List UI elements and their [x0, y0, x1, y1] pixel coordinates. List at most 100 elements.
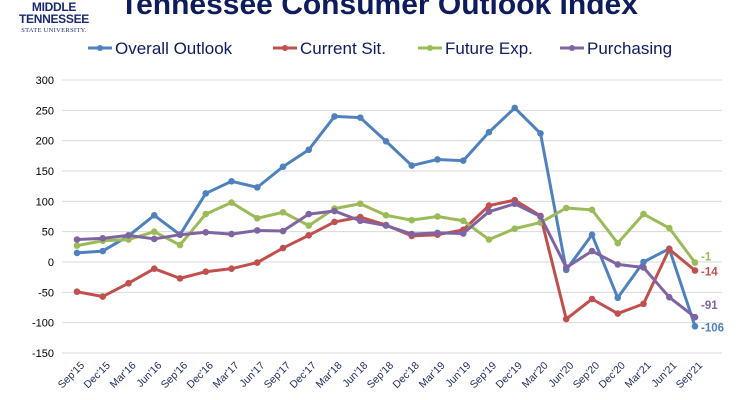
data-point	[459, 157, 467, 164]
x-tick-label: Jun'16	[134, 360, 164, 390]
data-point	[279, 227, 287, 235]
end-label: -106	[701, 322, 724, 334]
data-point	[537, 213, 544, 220]
x-tick-label: Dec'18	[391, 360, 422, 391]
x-tick-label: Dec'17	[288, 360, 319, 391]
y-tick-label: -150	[32, 348, 54, 360]
data-point	[228, 230, 235, 238]
data-point	[356, 114, 364, 121]
data-point	[588, 295, 596, 303]
x-tick-label: Jun'21	[649, 360, 679, 390]
data-point	[305, 146, 313, 154]
data-point	[614, 310, 622, 317]
data-point	[588, 231, 596, 238]
data-point	[511, 200, 519, 208]
y-tick-label: 250	[36, 105, 54, 117]
legend-marker	[97, 45, 103, 51]
data-point	[202, 268, 210, 276]
legend-marker	[427, 45, 433, 51]
data-point	[408, 162, 416, 169]
data-point	[279, 208, 287, 216]
data-point	[485, 208, 493, 215]
data-point	[253, 259, 261, 266]
data-point	[99, 293, 107, 300]
data-point	[562, 315, 570, 323]
logo-line3: STATE UNIVERSITY.	[21, 27, 87, 34]
data-point	[228, 265, 235, 272]
y-tick-label: -50	[38, 287, 54, 299]
data-point	[408, 216, 416, 224]
data-point	[691, 267, 699, 274]
x-tick-label: Mar'17	[211, 360, 242, 391]
data-point	[150, 211, 158, 219]
data-point	[73, 242, 81, 249]
data-point	[176, 275, 184, 282]
data-point	[202, 210, 210, 218]
x-tick-label: Mar'20	[520, 360, 551, 391]
legend-item: Future Exp.	[418, 39, 533, 58]
legend-marker	[569, 45, 575, 51]
y-tick-label: 50	[42, 227, 54, 239]
data-point	[253, 215, 261, 222]
x-tick-label: Sep'21	[674, 360, 705, 391]
chart-title: Tennessee Consumer Outlook Index	[120, 0, 638, 21]
legend-item: Current Sit.	[273, 39, 386, 58]
end-label: -14	[701, 266, 718, 278]
data-point	[562, 264, 570, 271]
data-point	[331, 218, 338, 226]
x-tick-label: Sep'20	[571, 360, 602, 391]
end-label: -1	[701, 252, 712, 264]
data-point	[279, 244, 287, 252]
data-point	[228, 178, 235, 185]
data-point	[150, 228, 158, 235]
legend-label: Overall Outlook	[115, 39, 233, 58]
data-point	[459, 230, 467, 237]
data-point	[640, 258, 647, 266]
series-line	[76, 201, 697, 264]
x-tick-label: Mar'21	[623, 360, 654, 391]
data-point	[305, 232, 313, 239]
x-tick-label: Dec'20	[597, 360, 628, 391]
x-tick-label: Jun'20	[546, 360, 576, 390]
y-tick-label: -100	[32, 318, 54, 330]
university-logo: MIDDLE TENNESSEE STATE UNIVERSITY.	[14, 1, 94, 34]
y-tick-label: 100	[36, 196, 54, 208]
data-point	[588, 247, 596, 255]
data-point	[202, 190, 210, 197]
data-point	[408, 230, 416, 238]
x-tick-label: Dec'19	[494, 360, 525, 391]
y-tick-label: 300	[36, 75, 54, 87]
series-future-exp: -1	[73, 199, 712, 266]
x-tick-label: Sep'19	[468, 360, 499, 391]
x-tick-label: Jun'19	[443, 360, 473, 390]
x-tick-label: Jun'18	[340, 360, 370, 390]
legend-label: Future Exp.	[445, 39, 533, 58]
data-point	[125, 279, 132, 287]
data-point	[176, 241, 184, 249]
legend-label: Current Sit.	[300, 39, 386, 58]
x-tick-label: Mar'19	[417, 360, 448, 391]
data-point	[614, 261, 622, 268]
data-point	[640, 264, 647, 271]
x-tick-label: Mar'18	[314, 360, 345, 391]
legend-item: Overall Outlook	[88, 39, 233, 58]
data-point	[665, 245, 673, 253]
series-overall-outlook: -106	[73, 104, 724, 334]
data-point	[614, 294, 622, 302]
x-tick-label: Dec'15	[82, 360, 113, 391]
data-point	[691, 313, 699, 321]
logo-line2: TENNESSEE	[19, 12, 89, 26]
data-point	[305, 210, 313, 218]
data-point	[640, 300, 647, 308]
data-point	[691, 259, 699, 266]
data-point	[537, 130, 544, 137]
data-point	[125, 232, 132, 239]
x-tick-label: Dec'16	[185, 360, 216, 391]
data-point	[640, 210, 647, 218]
series-purchasing: -91	[73, 200, 718, 321]
data-point	[665, 224, 673, 232]
data-point	[588, 206, 596, 214]
y-tick-label: 150	[36, 166, 54, 178]
data-point	[202, 228, 210, 236]
data-point	[99, 235, 107, 242]
